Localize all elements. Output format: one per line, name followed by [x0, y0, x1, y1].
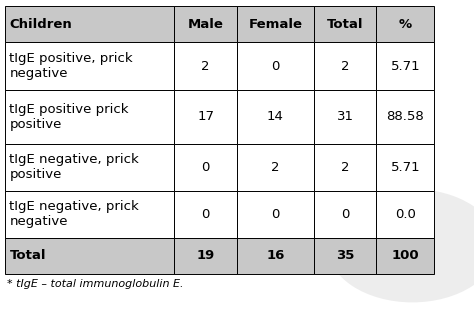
Bar [376, 43, 434, 89]
Bar [174, 238, 237, 274]
Bar [314, 238, 376, 274]
Bar [5, 144, 174, 191]
Circle shape [327, 189, 474, 302]
Text: 0: 0 [341, 208, 349, 221]
Text: tIgE negative, prick
positive: tIgE negative, prick positive [9, 153, 139, 181]
Bar [5, 191, 174, 238]
Bar [5, 43, 174, 89]
Text: tIgE positive prick
positive: tIgE positive prick positive [9, 103, 129, 131]
Text: 0.0: 0.0 [395, 208, 416, 221]
Text: tIgE negative, prick
negative: tIgE negative, prick negative [9, 200, 139, 228]
Text: 14: 14 [267, 110, 284, 123]
Text: Total: Total [327, 18, 363, 31]
Bar [314, 191, 376, 238]
Bar [174, 6, 237, 43]
Text: 2: 2 [201, 60, 210, 72]
Bar [174, 191, 237, 238]
Bar [237, 238, 314, 274]
Bar [237, 43, 314, 89]
Text: 0: 0 [201, 161, 210, 174]
Text: 19: 19 [197, 249, 215, 262]
Text: %: % [399, 18, 412, 31]
Bar [376, 6, 434, 43]
Bar [174, 144, 237, 191]
Bar [237, 191, 314, 238]
Text: 35: 35 [336, 249, 354, 262]
Bar [5, 89, 174, 144]
Bar [376, 89, 434, 144]
Text: 2: 2 [271, 161, 280, 174]
Text: 16: 16 [266, 249, 284, 262]
Text: Children: Children [9, 18, 72, 31]
Bar [314, 144, 376, 191]
Text: 17: 17 [197, 110, 214, 123]
Bar [237, 89, 314, 144]
Bar [237, 144, 314, 191]
Bar [5, 238, 174, 274]
Bar [174, 89, 237, 144]
Bar [376, 191, 434, 238]
Text: tIgE positive, prick
negative: tIgE positive, prick negative [9, 52, 133, 80]
Text: Male: Male [188, 18, 224, 31]
Text: 0: 0 [271, 208, 280, 221]
Bar [376, 144, 434, 191]
Text: 2: 2 [341, 161, 349, 174]
Bar [237, 6, 314, 43]
Bar [376, 238, 434, 274]
Text: 5.71: 5.71 [391, 161, 420, 174]
Text: 0: 0 [271, 60, 280, 72]
Text: 5.71: 5.71 [391, 60, 420, 72]
Text: Female: Female [248, 18, 302, 31]
Text: * tIgE – total immunoglobulin E.: * tIgE – total immunoglobulin E. [7, 279, 183, 289]
Bar [5, 6, 174, 43]
Bar [314, 6, 376, 43]
Text: 31: 31 [337, 110, 354, 123]
Bar [314, 43, 376, 89]
Text: 100: 100 [392, 249, 419, 262]
Bar [174, 43, 237, 89]
Text: 88.58: 88.58 [386, 110, 424, 123]
Text: 0: 0 [201, 208, 210, 221]
Text: 2: 2 [341, 60, 349, 72]
Text: Total: Total [9, 249, 46, 262]
Bar [314, 89, 376, 144]
